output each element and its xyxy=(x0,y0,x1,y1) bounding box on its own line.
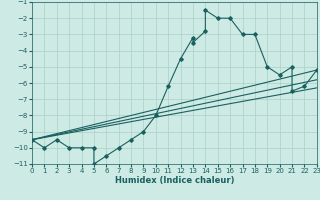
X-axis label: Humidex (Indice chaleur): Humidex (Indice chaleur) xyxy=(115,176,234,185)
